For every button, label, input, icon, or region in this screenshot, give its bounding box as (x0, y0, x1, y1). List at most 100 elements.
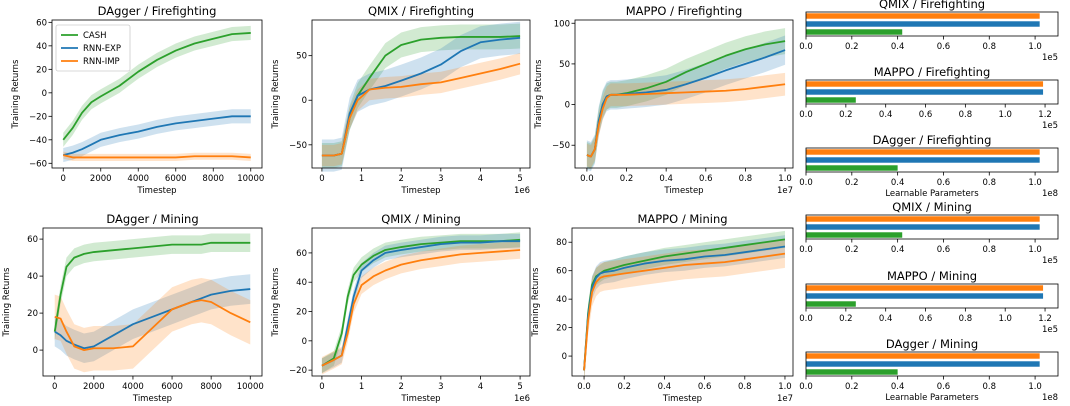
x-tick-label: 0.4 (658, 382, 672, 392)
x-tick-label: 5 (517, 174, 522, 184)
y-tick-label: 50 (559, 60, 570, 70)
x-tick-label: 0.2 (845, 42, 859, 52)
legend-label-rnn-imp: RNN-IMP (83, 57, 120, 67)
x-tick-label: 0.0 (799, 382, 813, 392)
series-band-rnn-exp (63, 109, 251, 163)
x-tick-label: 0.8 (983, 42, 997, 52)
bar-rnn-imp (806, 353, 1040, 359)
x-tick-label: 0.8 (959, 110, 973, 120)
x-tick-label: 4000 (122, 382, 144, 392)
x-scale-label: 1e5 (1042, 325, 1058, 335)
axes-frame (311, 19, 531, 169)
x-scale-label: 1e7 (777, 186, 793, 196)
x-axis-label: Timestep (662, 394, 702, 404)
x-tick-label: 4000 (127, 174, 149, 184)
chart-title: QMIX / Mining (381, 212, 461, 226)
x-tick-label: 1 (359, 382, 364, 392)
chart-title: DAgger / Mining (886, 337, 978, 351)
axes-frame (805, 283, 1059, 309)
x-tick-label: 0.0 (799, 110, 813, 120)
bar-chart-dagger-firefighting: DAgger / Firefighting 0.0 0.2 0.4 0.6 0.8 1.0 L… (799, 133, 1059, 199)
chart-title: MAPPO / Firefighting (626, 4, 743, 18)
series-band-cash (321, 232, 521, 374)
y-tick-label: −20 (289, 366, 307, 376)
x-tick-label: 4 (478, 174, 483, 184)
y-tick-label: 0 (302, 96, 307, 106)
x-tick-label: 0.4 (659, 174, 673, 184)
series-band-cash (584, 230, 785, 379)
y-tick-label: −20 (29, 112, 47, 122)
y-tick-label: 0 (33, 346, 38, 356)
x-tick-label: 0.4 (879, 314, 893, 324)
x-tick-label: 0 (319, 174, 324, 184)
x-tick-label: 8000 (200, 382, 222, 392)
x-scale-label: 1e6 (514, 394, 530, 404)
chart-title: DAgger / Firefighting (98, 4, 217, 18)
legend-label-cash: CASH (83, 31, 107, 41)
x-tick-label: 0.8 (983, 245, 997, 255)
y-axis-label: Training Returns (2, 267, 12, 337)
axes-frame (805, 214, 1059, 240)
bar-cash (806, 29, 903, 35)
y-tick-label: 0 (42, 89, 47, 99)
series-band-cash (63, 25, 251, 147)
x-tick-label: 2000 (90, 174, 112, 184)
x-tick-label: 2 (398, 174, 403, 184)
y-tick-label: −60 (29, 159, 47, 169)
x-tick-label: 0.2 (617, 382, 631, 392)
series-line-rnn-imp (583, 252, 786, 371)
x-tick-label: 0.6 (699, 174, 713, 184)
x-tick-label: 0.0 (799, 245, 813, 255)
x-tick-label: 1.2 (1038, 314, 1052, 324)
y-tick-label: 50 (296, 52, 307, 62)
axes-frame (42, 227, 263, 377)
line-chart-dagger-firefighting: DAgger / Firefighting 0 2000 4000 6000 8000 10… (11, 4, 264, 196)
x-tick-label: 1.2 (1038, 110, 1052, 120)
x-scale-label: 1e7 (777, 394, 793, 404)
bar-cash (806, 165, 898, 171)
axes-frame (574, 19, 794, 169)
x-scale-label: 1e8 (1042, 393, 1058, 403)
x-tick-label: 0.0 (580, 174, 594, 184)
x-axis-label: Timestep (132, 394, 172, 404)
series-band-cash (586, 28, 786, 170)
x-tick-label: 0.6 (937, 178, 951, 188)
x-tick-label: 0.0 (577, 382, 591, 392)
chart-title: MAPPO / Mining (887, 269, 977, 283)
y-tick-label: 60 (296, 249, 307, 259)
x-scale-label: 1e8 (1042, 189, 1058, 199)
y-tick-label: 80 (556, 238, 567, 248)
y-tick-label: −50 (289, 141, 307, 151)
series-band-rnn-exp (586, 35, 786, 172)
bar-rnn-imp (806, 13, 1040, 19)
x-tick-label: 0.6 (937, 245, 951, 255)
line-chart-dagger-mining: DAgger / Mining 0 2000 4000 6000 8000 10000 0 20… (2, 212, 264, 404)
x-axis-label: Timestep (400, 394, 440, 404)
y-tick-label: 60 (27, 235, 38, 245)
y-tick-label: 20 (296, 308, 307, 318)
y-tick-label: 20 (36, 65, 47, 75)
y-tick-label: 100 (554, 19, 570, 29)
x-tick-label: 1.0 (998, 110, 1012, 120)
x-tick-label: 0.4 (879, 110, 893, 120)
y-tick-label: 40 (27, 272, 38, 282)
y-axis-label: Training Returns (11, 59, 21, 129)
y-axis-label: Training Returns (271, 267, 281, 337)
x-tick-label: 0.2 (845, 382, 859, 392)
x-tick-label: 10000 (237, 382, 264, 392)
x-tick-label: 0.8 (959, 314, 973, 324)
axes-frame (311, 227, 531, 377)
axes-frame (571, 227, 794, 377)
legend-box (55, 24, 131, 72)
line-chart-qmix-mining: QMIX / Mining 0 1 2 3 4 5 −20 0 20 40 60 Timestep Tra… (271, 212, 531, 404)
x-tick-label: 0.8 (739, 174, 753, 184)
legend: CASH RNN-EXP RNN-IMP (55, 24, 131, 72)
x-tick-label: 0.2 (845, 178, 859, 188)
chart-title: DAgger / Mining (106, 212, 198, 226)
x-tick-label: 6000 (165, 174, 187, 184)
x-tick-label: 0.8 (983, 382, 997, 392)
bar-rnn-imp (806, 149, 1040, 155)
series-line-rnn-imp (63, 154, 251, 159)
x-tick-label: 0.8 (983, 178, 997, 188)
